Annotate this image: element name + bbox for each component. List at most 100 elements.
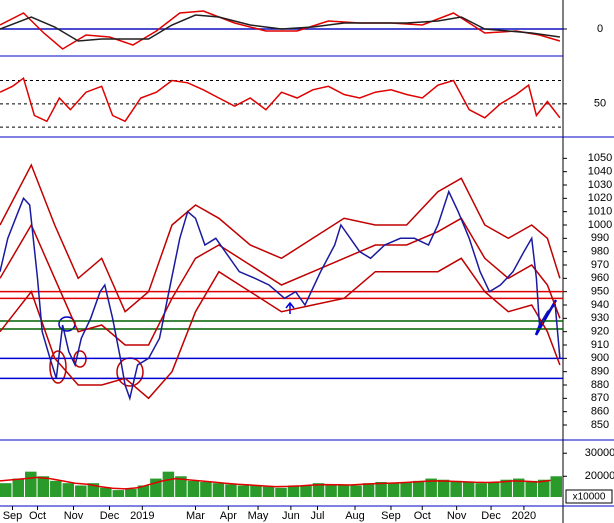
y-tick-label: 950 — [591, 286, 609, 298]
volume-bar — [512, 478, 525, 497]
series-line — [0, 76, 561, 123]
x-tick-label: 2019 — [130, 510, 154, 522]
volume-bar — [337, 485, 350, 497]
y-tick-label: 1030 — [588, 179, 612, 191]
volume-bar — [450, 480, 462, 497]
y-tick-label: 850 — [591, 419, 609, 431]
volume-bar — [500, 479, 512, 497]
y-tick-label: 930 — [591, 312, 609, 324]
volume-bar — [437, 479, 450, 497]
volume-bar — [12, 478, 25, 497]
volume-bar — [537, 479, 550, 497]
volume-bar — [387, 483, 400, 497]
volume-bar — [350, 485, 362, 497]
volume-bar — [237, 485, 250, 497]
volume-bar — [175, 476, 187, 497]
y-tick-label: 940 — [591, 299, 609, 311]
x-tick-label: Oct — [29, 510, 46, 522]
y-tick-label: 960 — [591, 272, 609, 284]
x-tick-label: Oct — [414, 510, 431, 522]
volume-bar — [112, 490, 125, 497]
volume-bar — [125, 488, 137, 497]
y-tick-label: 0 — [597, 23, 603, 35]
series-line — [0, 189, 561, 401]
x-tick-label: Sep — [381, 510, 401, 522]
y-tick-label: 870 — [591, 392, 609, 404]
y-tick-label: 970 — [591, 259, 609, 271]
volume-bar — [50, 480, 62, 497]
y-tick-label: 30000 — [585, 447, 614, 459]
series-line — [0, 163, 561, 313]
volume-bar — [550, 476, 562, 497]
y-tick-label: 890 — [591, 366, 609, 378]
volume-bar — [0, 483, 12, 497]
volume-bar — [412, 480, 425, 497]
volume-bar — [87, 483, 100, 497]
y-tick-label: 1020 — [588, 192, 612, 204]
y-tick-label: 920 — [591, 326, 609, 338]
volume-bar — [212, 483, 225, 497]
volume-bar — [325, 484, 337, 497]
volume-bar — [425, 478, 437, 497]
unit-label: x10000 — [573, 492, 606, 503]
volume-bar — [262, 486, 275, 497]
y-tick-label: 1040 — [588, 166, 612, 178]
volume-bar — [400, 482, 412, 497]
volume-bar — [225, 484, 237, 497]
series-line — [0, 476, 551, 490]
volume-bar — [200, 482, 212, 497]
volume-bar — [25, 471, 37, 497]
volume-bar — [62, 483, 75, 497]
volume-bar — [300, 485, 312, 497]
x-tick-label: Nov — [447, 510, 467, 522]
x-tick-label: 2020 — [512, 510, 536, 522]
volume-bar — [100, 487, 112, 497]
y-tick-label: 860 — [591, 406, 609, 418]
volume-bar — [250, 485, 262, 497]
y-tick-label: 910 — [591, 339, 609, 351]
y-tick-label: 1010 — [588, 206, 612, 218]
x-tick-label: Sep — [3, 510, 23, 522]
volume-bar — [75, 485, 87, 497]
x-tick-label: Jul — [310, 510, 324, 522]
volume-bar — [275, 487, 287, 497]
y-tick-label: 880 — [591, 379, 609, 391]
series-line — [0, 14, 561, 42]
volume-bar — [475, 483, 487, 497]
x-tick-label: Apr — [220, 510, 237, 522]
y-tick-label: 990 — [591, 232, 609, 244]
y-tick-label: 1050 — [588, 152, 612, 164]
y-tick-label: 50 — [594, 98, 606, 110]
x-tick-label: Jun — [282, 510, 300, 522]
y-tick-label: 20000 — [585, 470, 614, 482]
x-tick-label: Nov — [64, 510, 84, 522]
volume-bar — [162, 471, 175, 497]
unit-box — [565, 489, 613, 504]
volume-bar — [375, 482, 387, 497]
series-line — [0, 10, 561, 50]
x-tick-label: Mar — [186, 510, 205, 522]
x-tick-label: Dec — [100, 510, 120, 522]
annotation-arrow — [285, 301, 295, 314]
volume-bar — [187, 480, 200, 497]
volume-bar — [287, 485, 300, 497]
y-tick-label: 900 — [591, 352, 609, 364]
y-tick-label: 1000 — [588, 219, 612, 231]
y-tick-label: 980 — [591, 246, 609, 258]
volume-bar — [37, 476, 50, 497]
volume-bar — [312, 483, 325, 497]
annotation-circle — [49, 350, 67, 384]
series-line — [0, 257, 561, 400]
volume-bar — [487, 482, 500, 497]
volume-bar — [362, 483, 375, 497]
x-tick-label: Dec — [481, 510, 501, 522]
series-line — [0, 217, 561, 346]
volume-bar — [150, 478, 162, 497]
volume-bar — [462, 482, 475, 497]
volume-bar — [525, 480, 537, 497]
x-tick-label: Aug — [345, 510, 365, 522]
volume-bar — [137, 485, 150, 497]
x-tick-label: May — [248, 510, 269, 522]
